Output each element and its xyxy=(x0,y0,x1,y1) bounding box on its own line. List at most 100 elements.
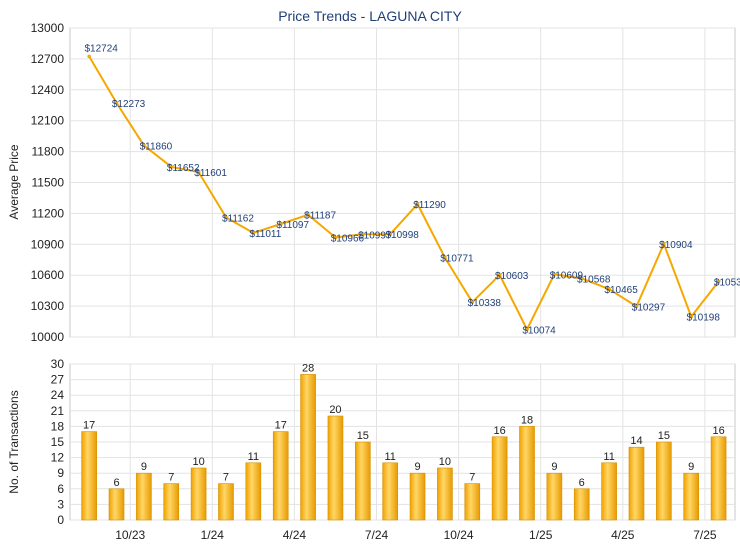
transactions-bars xyxy=(81,374,727,521)
transactions-bar xyxy=(81,431,97,521)
transactions-bar xyxy=(327,415,344,521)
transactions-bar-label: 18 xyxy=(521,414,533,426)
transactions-bar-label: 9 xyxy=(688,461,694,473)
price-y-tick-label: 11200 xyxy=(32,206,65,220)
price-data-label: $11011 xyxy=(249,229,281,240)
transactions-bar xyxy=(218,483,234,521)
price-data-label: $11290 xyxy=(413,200,446,211)
price-data-label: $10998 xyxy=(385,230,419,241)
transactions-bar-label: 7 xyxy=(469,472,475,484)
x-tick-label: 1/24 xyxy=(201,528,225,542)
x-tick-label: 7/24 xyxy=(365,528,389,542)
transactions-bar xyxy=(519,426,535,521)
transactions-bar-label: 11 xyxy=(248,451,259,463)
transactions-grid xyxy=(70,363,735,521)
x-tick-label: 1/25 xyxy=(529,528,553,542)
transactions-bar-label: 11 xyxy=(384,451,395,463)
transactions-bar xyxy=(464,483,481,521)
price-data-label: $10609 xyxy=(550,270,584,281)
price-data-label: $10074 xyxy=(522,325,556,336)
transactions-bar xyxy=(190,467,207,521)
transactions-y-axis-label: No. of Transactions xyxy=(7,390,21,493)
transactions-bar-label: 17 xyxy=(275,420,287,432)
price-y-tick-label: 10300 xyxy=(31,299,65,313)
transactions-data-labels: 17 6 9 7 10 7 11 17 28 20 15 11 9 10 7 16 18 9 6 11 14 15 9 16 xyxy=(83,362,725,488)
price-data-label: $10904 xyxy=(659,240,693,251)
transactions-y-tick-label: 0 xyxy=(57,513,64,527)
price-chart-title: Price Trends - LAGUNA CITY xyxy=(278,8,462,24)
price-y-tick-label: 13000 xyxy=(31,21,65,35)
price-y-tick-labels: 10000 10300 10600 10900 11200 11500 11800 12100… xyxy=(31,21,65,344)
price-y-tick-label: 10000 xyxy=(31,330,65,344)
price-x-ticks xyxy=(129,28,706,337)
price-point xyxy=(443,255,447,260)
price-point xyxy=(333,235,338,240)
price-point xyxy=(87,54,91,59)
transactions-y-tick-label: 18 xyxy=(51,419,65,433)
transactions-bar xyxy=(136,472,152,521)
price-y-tick-label: 11800 xyxy=(32,145,65,159)
transactions-bar-label: 9 xyxy=(414,461,420,473)
price-data-label: $10997 xyxy=(358,230,392,241)
transactions-bar xyxy=(409,472,426,521)
transactions-bar-label: 11 xyxy=(603,451,614,463)
price-data-labels: $12724 $12273 $11860 $11652$11601 $11162 $110… xyxy=(84,43,740,336)
price-point xyxy=(196,170,201,174)
price-point xyxy=(415,202,420,206)
price-data-label: $10539 xyxy=(714,277,740,288)
price-data-label: $10198 xyxy=(687,313,721,324)
price-y-tick-label: 12100 xyxy=(31,114,65,128)
price-point xyxy=(278,222,283,226)
price-data-label: $11652 xyxy=(167,163,200,174)
transactions-bar-label: 9 xyxy=(141,461,147,473)
transactions-bar xyxy=(272,431,289,521)
x-tick-label: 4/25 xyxy=(611,528,635,542)
transactions-bar xyxy=(628,446,645,521)
transactions-bar-label: 7 xyxy=(168,472,174,484)
price-grid xyxy=(70,27,735,338)
price-data-label: $12273 xyxy=(112,99,146,110)
price-point xyxy=(689,314,694,319)
price-data-label: $11162 xyxy=(222,213,254,224)
transactions-bar-label: 28 xyxy=(302,362,314,374)
transactions-bar-label: 15 xyxy=(658,430,670,442)
price-data-label: $11187 xyxy=(304,211,336,222)
price-data-label: $10568 xyxy=(577,274,611,285)
price-y-axis-label: Average Price xyxy=(7,144,21,219)
transactions-bar-label: 10 xyxy=(439,456,451,468)
price-point xyxy=(662,242,666,246)
transactions-bar-label: 6 xyxy=(579,477,585,489)
transactions-bar xyxy=(108,488,125,521)
price-data-label: $10338 xyxy=(468,298,502,309)
price-y-tick-label: 12700 xyxy=(31,52,65,66)
price-data-label: $10297 xyxy=(632,302,666,313)
x-tick-label: 4/24 xyxy=(283,528,307,542)
transactions-bar xyxy=(437,467,453,521)
price-point xyxy=(142,143,146,148)
price-point xyxy=(552,272,557,277)
x-tick-label: 10/24 xyxy=(444,528,474,542)
price-data-label: $11860 xyxy=(140,141,173,152)
price-points xyxy=(87,54,721,332)
price-point xyxy=(388,232,392,237)
price-point xyxy=(169,165,174,169)
transactions-bar-label: 7 xyxy=(223,472,229,484)
price-series xyxy=(88,55,720,332)
price-point xyxy=(634,304,639,309)
price-point xyxy=(525,327,529,332)
transactions-y-tick-label: 9 xyxy=(57,466,64,480)
transactions-bar-label: 10 xyxy=(192,456,204,468)
transactions-bar-label: 6 xyxy=(113,477,119,489)
price-data-label: $11097 xyxy=(276,220,309,231)
transactions-bar-label: 9 xyxy=(551,461,557,473)
price-point xyxy=(251,231,256,235)
price-point xyxy=(579,276,584,281)
transactions-bar xyxy=(546,472,563,521)
transactions-bar-label: 14 xyxy=(630,435,642,447)
x-tick-label: 10/23 xyxy=(115,528,145,542)
transactions-bar xyxy=(300,374,316,521)
price-point xyxy=(114,101,119,105)
